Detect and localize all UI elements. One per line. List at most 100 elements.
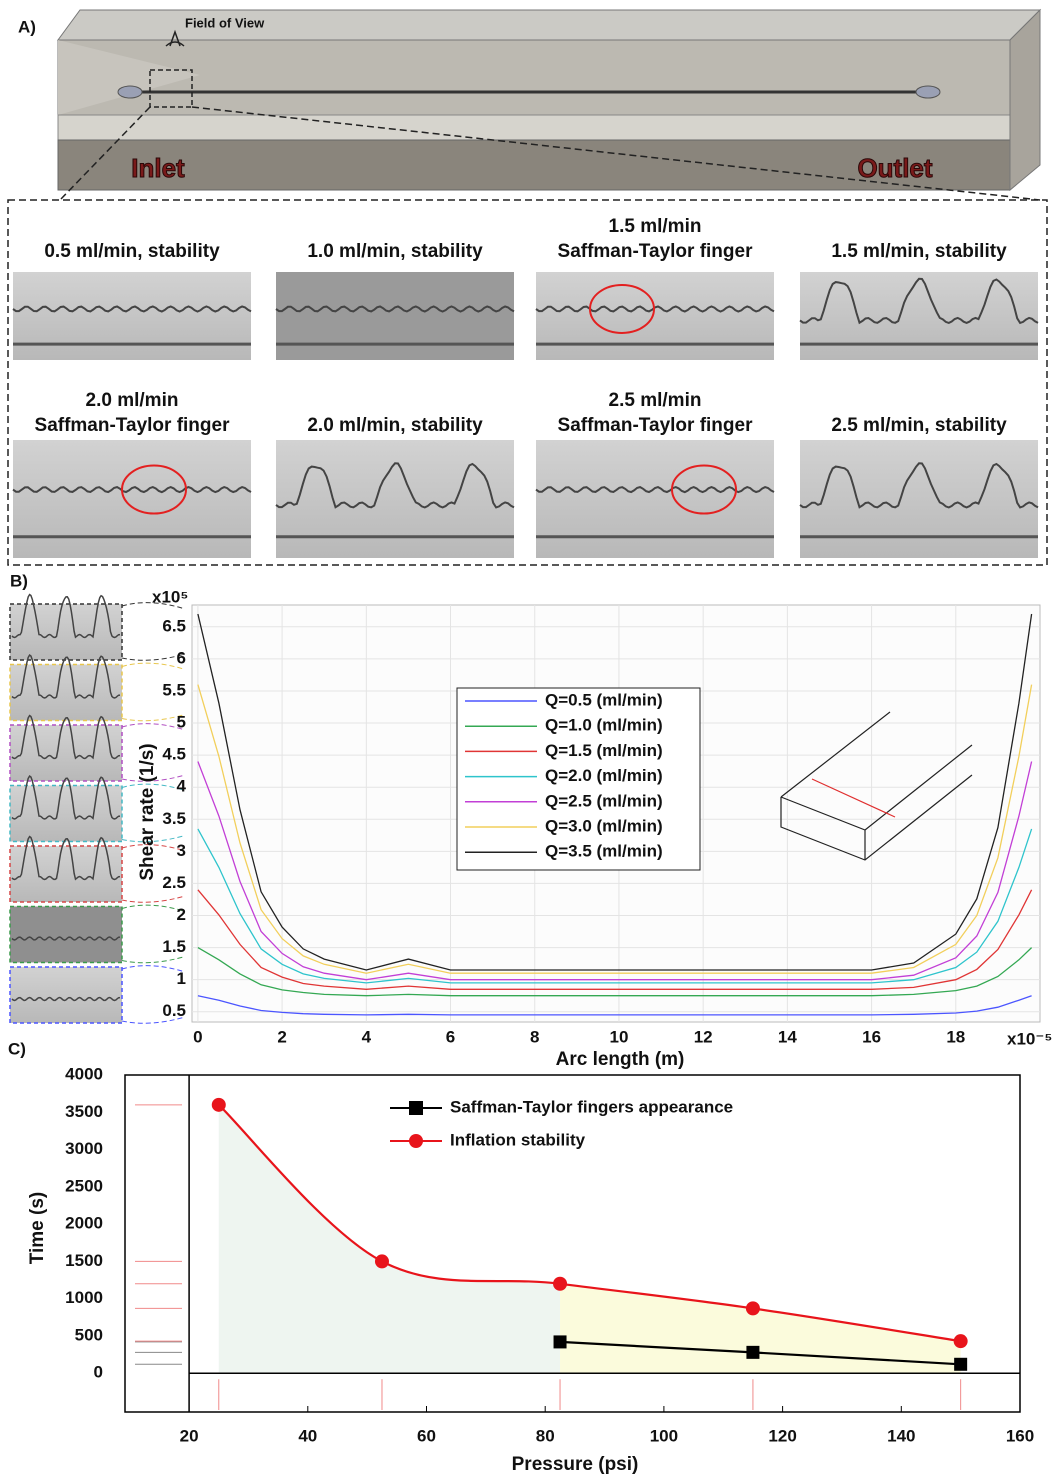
thumbnail-connector: [121, 904, 186, 964]
thumbnail-interface: [11, 996, 121, 1002]
x-tick-label: 2: [277, 1027, 286, 1046]
legend-label: Q=2.5 (ml/min): [545, 791, 663, 810]
x-tick-label: 120: [768, 1426, 796, 1445]
y-tick-label: 4000: [65, 1064, 103, 1083]
y-tick-label: 1.5: [162, 937, 186, 956]
marker: [953, 1334, 968, 1349]
region-fill: [218, 1104, 561, 1374]
thumbnail-connector: [121, 844, 186, 903]
thumbnail-image: [9, 663, 123, 722]
thumbnail-image: [9, 603, 123, 661]
thumbnail-interface: [11, 593, 121, 639]
y-tick-label: 0.5: [162, 1001, 186, 1020]
thumbnail-image: [9, 784, 123, 843]
tile-caption: 1.0 ml/min, stability: [307, 241, 483, 262]
legend-label: Inflation stability: [450, 1130, 586, 1149]
tile-image: [276, 440, 514, 558]
y-tick-label: 3000: [65, 1139, 103, 1158]
tile-image: [536, 272, 774, 360]
x-tick-label: 16: [862, 1027, 881, 1046]
marker: [553, 1276, 568, 1291]
outlet-label: Outlet: [857, 153, 932, 183]
x-axis-label: Pressure (psi): [512, 1454, 639, 1475]
inset-sketch: [780, 711, 973, 861]
x-axis-label: Arc length (m): [556, 1049, 685, 1070]
marker: [374, 1254, 389, 1269]
field-of-view-label: Field of View: [185, 15, 265, 30]
tile-caption: 2.0 ml/min, stability: [307, 415, 483, 436]
tile-image: [800, 440, 1038, 558]
tile-caption: Saffman-Taylor finger: [35, 415, 231, 436]
image-tiles: 0.5 ml/min, stability 1.0 ml/min, stabili…: [12, 216, 1039, 558]
y-tick-label: 5: [177, 713, 186, 732]
tile-interface: [799, 277, 1039, 325]
thumbnails: [9, 593, 186, 1024]
tile-caption: 0.5 ml/min, stability: [44, 241, 220, 262]
y-tick-label: 4: [177, 777, 187, 796]
x-tick-label: 20: [180, 1426, 199, 1445]
inlet-label: Inlet: [131, 153, 185, 183]
y-tick-label: 2.5: [162, 873, 186, 892]
thumbnail-image: [9, 724, 123, 782]
thumbnail-connector: [121, 783, 186, 843]
series-line: [197, 613, 1033, 971]
x-tick-label: 140: [887, 1426, 915, 1445]
region-fill: [560, 1283, 961, 1374]
y-tick-label: 2: [177, 905, 186, 924]
thumbnail-interface: [11, 936, 121, 941]
x-tick-label: 60: [417, 1426, 436, 1445]
thumbnail-interface: [11, 775, 121, 821]
tile-image: [276, 272, 514, 360]
x-tick-label: 40: [298, 1426, 317, 1445]
legend-label: Saffman-Taylor fingers appearance: [450, 1097, 733, 1116]
tile-interface: [535, 486, 775, 494]
x-tick-label: 160: [1006, 1426, 1034, 1445]
panel-label: C): [8, 1039, 26, 1058]
y-tick-label: 500: [75, 1325, 103, 1344]
y-tick-label: 6: [177, 648, 186, 667]
y-tick-label: 3500: [65, 1102, 103, 1121]
y-tick-label: 1000: [65, 1288, 103, 1307]
x-tick-label: 4: [362, 1027, 372, 1046]
thumbnail-connector: [121, 965, 186, 1024]
thumbnail-connector: [121, 662, 186, 722]
y-tick-label: 6.5: [162, 616, 186, 635]
marker: [745, 1301, 760, 1316]
highlight-circle: [121, 464, 187, 515]
tile-interface: [275, 462, 515, 509]
shear-rate-chart: B) 0.5 1 1.5 2 2.5 3 3.5 4 4.5 5 5.5 6 6.5 0 2 4 6 8 10 12 14…: [10, 571, 1052, 1070]
y-tick-label: 1: [177, 969, 186, 988]
tile-interface: [275, 305, 515, 313]
legend-box: [456, 687, 701, 871]
thumbnail-interface: [11, 714, 121, 760]
tile-caption: Saffman-Taylor finger: [558, 415, 754, 436]
legend-label: Q=1.0 (ml/min): [545, 716, 663, 735]
time-pressure-chart: C) 0 500 1000 1500 2000 2500 3000 3500 4000 20 40 60…: [8, 1039, 1034, 1475]
tile-caption: 2.5 ml/min: [609, 390, 702, 411]
legend-marker: [409, 1134, 423, 1148]
legend-label: Q=1.5 (ml/min): [545, 741, 663, 760]
thumbnail-image: [9, 905, 123, 964]
marker: [553, 1335, 567, 1349]
y-tick-label: 1500: [65, 1251, 103, 1270]
x-tick-label: 6: [446, 1027, 455, 1046]
y-multiplier: x10⁵: [152, 587, 188, 606]
tile-caption: 1.5 ml/min: [609, 216, 702, 237]
tile-image: [13, 440, 251, 558]
panel-label: A): [18, 17, 36, 36]
series-line: [197, 684, 1033, 974]
device-drawing: [7, 8, 1048, 566]
tile-caption: 1.5 ml/min, stability: [831, 241, 1007, 262]
highlight-circle: [671, 464, 737, 515]
series-line: [197, 889, 1033, 990]
x-tick-label: 100: [650, 1426, 678, 1445]
tile-image: [536, 440, 774, 558]
x-multiplier: x10⁻⁵: [1007, 1029, 1052, 1048]
x-tick-label: 10: [609, 1027, 628, 1046]
thumbnail-interface: [11, 654, 121, 700]
tile-caption: Saffman-Taylor finger: [558, 241, 754, 262]
tile-image: [13, 272, 251, 360]
tile-interface: [12, 305, 252, 313]
tile-interface: [535, 305, 775, 313]
